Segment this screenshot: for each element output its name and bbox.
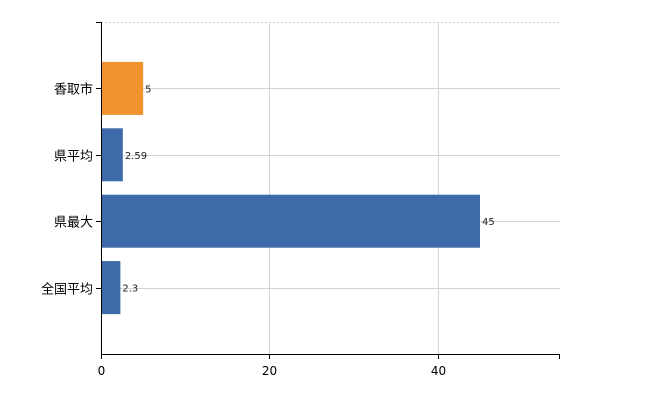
data-label-3: 2.3 <box>122 284 138 295</box>
bars <box>101 61 480 315</box>
bar-2 <box>101 194 480 248</box>
data-label-2: 45 <box>482 217 495 228</box>
bar-0 <box>101 61 144 115</box>
x-tick-label-1: 20 <box>262 364 277 378</box>
x-tick-label-2: 40 <box>431 364 446 378</box>
x-tick-label-0: 0 <box>98 364 106 378</box>
y-tick-label-0: 香取市 <box>54 82 93 98</box>
data-label-1: 2.59 <box>125 151 147 162</box>
bar-1 <box>101 128 123 182</box>
data-label-0: 5 <box>145 84 151 95</box>
y-tick-label-3: 全国平均 <box>41 282 93 298</box>
y-tick-label-1: 県平均 <box>54 150 93 165</box>
gridlines <box>101 22 560 354</box>
y-tick-label-2: 県最大 <box>54 216 93 231</box>
axes <box>96 22 560 359</box>
bar-3 <box>101 261 121 315</box>
